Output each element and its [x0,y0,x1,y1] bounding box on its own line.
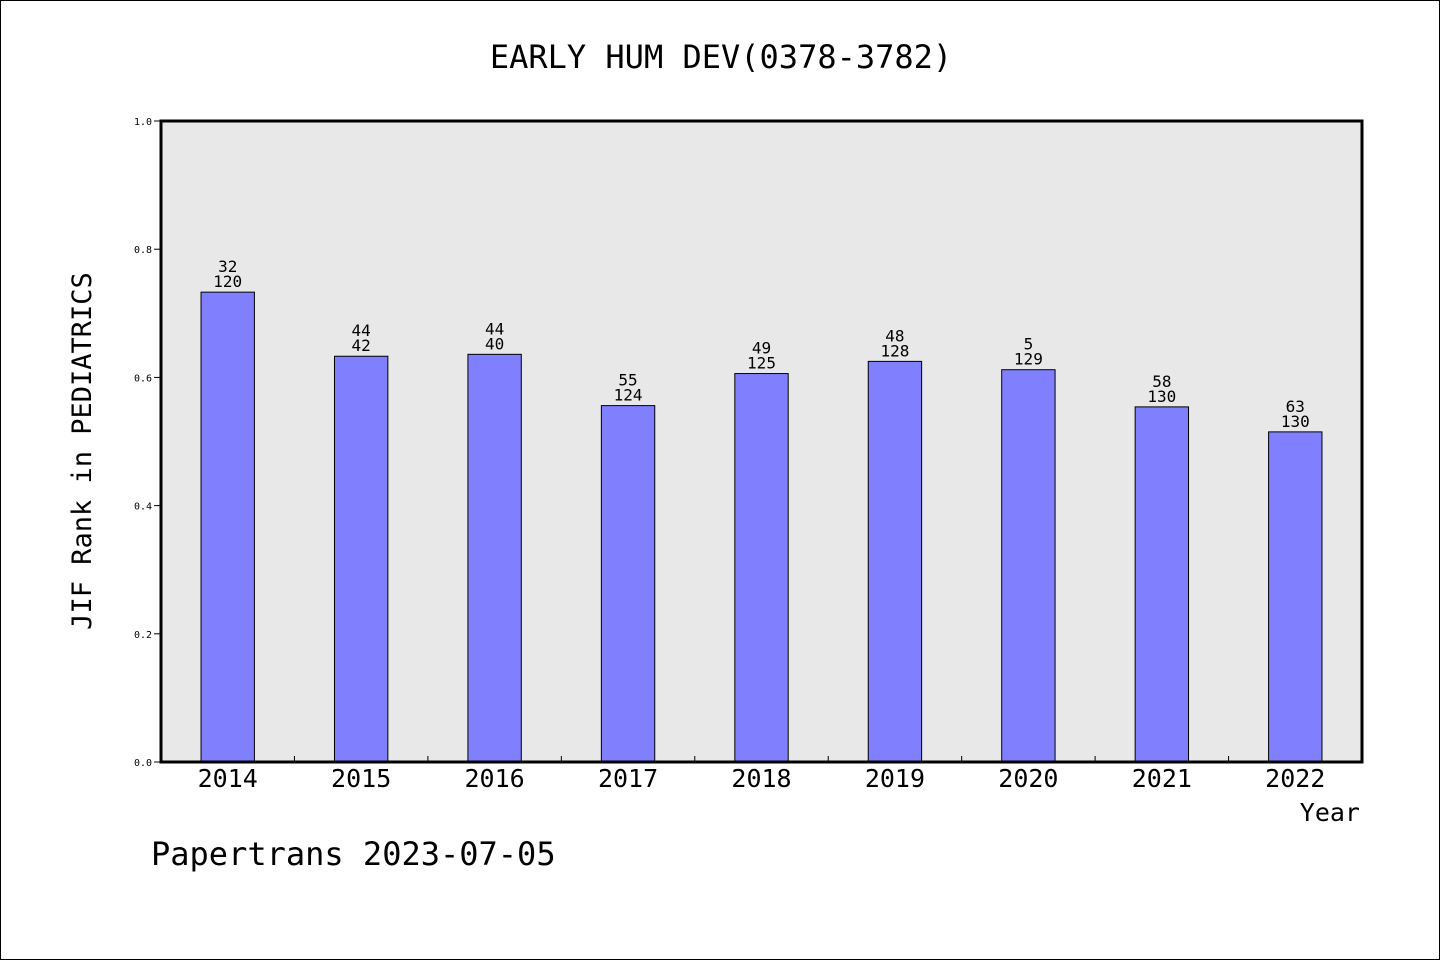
chart-title: EARLY HUM DEV(0378-3782) [490,38,952,76]
y-tick-label: 0.4 [134,502,152,513]
x-tick-label: 2019 [865,764,925,793]
bar-total-label: 124 [614,386,643,405]
bar-total-label: 125 [747,354,776,373]
footer-stamp: Papertrans 2023-07-05 [151,835,556,873]
bar-rank-label: 49 [752,339,771,358]
x-axis-label: Year [1300,798,1360,827]
bar [1001,369,1056,763]
bar [467,353,522,763]
x-tick-label: 2021 [1132,764,1192,793]
bar [1268,431,1323,763]
bar [600,405,656,763]
x-tick-label: 2022 [1265,764,1325,793]
bar-total-label: 128 [880,341,909,360]
x-axis: 2014 2015 2016 2017 2018 2019 2020 2021 2022 [198,756,1325,793]
bar [867,360,923,763]
y-axis-label: JIF Rank in PEDIATRICS [67,272,98,630]
x-tick-label: 2020 [998,764,1058,793]
bar-rank-label: 58 [1152,372,1171,391]
y-tick-label: 0.0 [134,758,152,769]
bar [1134,406,1190,763]
bar-total-label: 120 [213,272,242,291]
bar [333,355,389,763]
bar [734,373,789,763]
bar-rank-label: 44 [485,319,504,338]
bar-total-label: 130 [1147,387,1176,406]
bar [200,291,255,763]
bar-total-label: 129 [1014,350,1043,369]
y-tick-label: 1.0 [134,117,152,128]
y-tick-label: 0.8 [134,245,152,256]
bar-rank-label: 32 [218,257,237,276]
y-axis: 0.0 0.2 0.4 0.6 0.8 1.0 [134,117,161,769]
x-tick-label: 2018 [731,764,791,793]
bar-rank-label: 44 [352,321,371,340]
x-tick-label: 2014 [198,764,258,793]
x-tick-label: 2017 [598,764,658,793]
bar-rank-label: 55 [618,371,637,390]
bar-total-label: 130 [1281,412,1310,431]
plot-border [159,119,1364,764]
bar-rank-label: 5 [1024,335,1034,354]
bar-rank-label: 63 [1286,397,1305,416]
x-tick-label: 2015 [331,764,391,793]
bar-rank-label: 48 [885,326,904,345]
y-tick-label: 0.2 [134,630,152,641]
y-tick-label: 0.6 [134,373,152,384]
bar-total-label: 42 [352,336,371,355]
bar-total-label: 40 [485,334,504,353]
x-tick-label: 2016 [465,764,525,793]
